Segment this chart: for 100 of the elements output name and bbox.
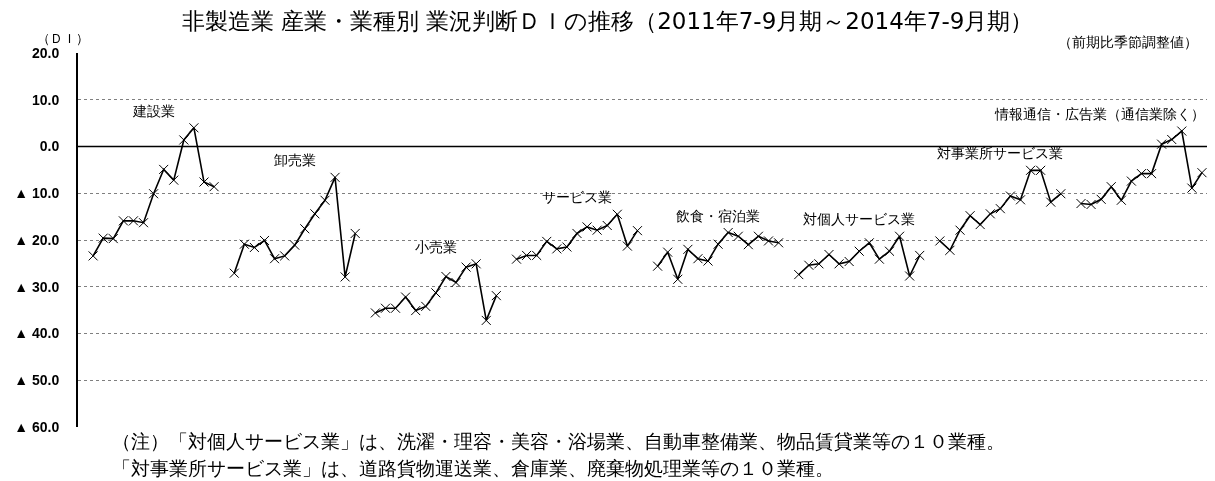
y-tick-label: 10.0 — [31, 91, 60, 108]
y-tick-label: ▲ 10.0 — [14, 185, 60, 202]
chart-subtitle: （前期比季節調整値） — [1058, 34, 1198, 50]
point — [541, 236, 552, 247]
point — [451, 277, 462, 288]
point — [400, 292, 411, 303]
point — [612, 209, 623, 220]
point — [985, 208, 996, 219]
point — [723, 227, 734, 238]
point — [1055, 188, 1066, 199]
chart-title: 非製造業 産業・業種別 業況判断ＤＩの推移（2011年7-9月期～2014年7-9月期） — [181, 8, 1034, 35]
y-tick-label: ▲ 60.0 — [14, 418, 60, 435]
point — [713, 239, 724, 250]
point — [602, 220, 613, 231]
point — [854, 246, 865, 257]
point — [874, 254, 885, 265]
series-label: 対事業所サービス業 — [937, 145, 1063, 161]
point — [440, 271, 451, 282]
point — [622, 241, 633, 252]
point — [944, 245, 955, 256]
point — [158, 164, 169, 175]
y-tick-label: 0.0 — [39, 138, 60, 155]
point — [894, 231, 905, 242]
point — [1166, 134, 1177, 145]
point — [1126, 176, 1137, 187]
point — [884, 246, 895, 257]
point — [582, 221, 593, 232]
point — [168, 175, 179, 186]
point — [1096, 194, 1107, 205]
y-tick-label: 20.0 — [31, 44, 60, 61]
point — [995, 203, 1006, 214]
point — [592, 225, 603, 236]
point — [309, 208, 320, 219]
point — [350, 228, 361, 239]
point — [249, 242, 260, 253]
text: （注）「対個人サービス業」は、洗濯・理容・美容・浴場業、自動車整備業、物品賃貸業等の１０業種。 — [112, 430, 1005, 452]
point — [864, 237, 875, 248]
series-label: 対個人サービス業 — [803, 211, 915, 227]
point — [965, 210, 976, 221]
point — [571, 228, 582, 239]
point — [1156, 139, 1167, 150]
point — [269, 253, 280, 264]
point — [682, 244, 693, 255]
point — [632, 225, 643, 236]
point — [188, 122, 199, 133]
series-label: 小売業 — [415, 239, 457, 255]
point — [239, 239, 250, 250]
point — [259, 235, 270, 246]
point — [178, 134, 189, 145]
point — [1015, 194, 1026, 205]
point — [652, 261, 663, 272]
point — [511, 254, 522, 265]
y-axis-title: （ＤＩ） — [37, 31, 89, 46]
text: 「対事業所サービス業」は、道路貨物運送業、倉庫業、廃棄物処理業等の１０業種。 — [112, 457, 834, 479]
point — [420, 301, 431, 312]
point — [672, 274, 683, 285]
point — [975, 219, 986, 230]
point — [461, 262, 472, 273]
point — [340, 271, 351, 282]
point — [289, 240, 300, 251]
series-label: 情報通信・広告業（通信業除く） — [994, 106, 1205, 122]
point — [904, 271, 915, 281]
point — [1176, 126, 1187, 137]
point — [410, 305, 421, 316]
point — [319, 195, 330, 206]
point — [148, 188, 159, 199]
series-label: 卸売業 — [274, 152, 316, 168]
point — [430, 287, 441, 298]
point — [370, 307, 381, 318]
point — [229, 268, 240, 279]
point — [209, 181, 220, 192]
point — [1186, 183, 1197, 194]
point — [955, 225, 966, 236]
point — [481, 315, 492, 326]
y-tick-label: ▲ 30.0 — [14, 278, 60, 295]
point — [330, 172, 341, 183]
point — [934, 235, 945, 246]
y-tick-label: ▲ 50.0 — [14, 372, 60, 389]
y-tick-label: ▲ 40.0 — [14, 325, 60, 342]
point — [279, 250, 290, 261]
point — [662, 247, 673, 258]
point — [914, 250, 925, 261]
point — [1106, 181, 1117, 192]
point — [299, 223, 310, 234]
point — [1045, 197, 1056, 208]
point — [471, 258, 482, 269]
point — [88, 250, 99, 261]
point — [733, 231, 744, 242]
point — [743, 239, 754, 250]
series-label: 飲食・宿泊業 — [676, 208, 760, 224]
point — [793, 269, 804, 280]
point — [491, 290, 502, 301]
point — [823, 249, 834, 260]
point — [1005, 191, 1016, 202]
point — [1196, 167, 1207, 178]
y-tick-label: ▲ 20.0 — [14, 231, 60, 248]
series-label: サービス業 — [542, 189, 612, 205]
series-label: 建設業 — [132, 103, 175, 119]
point — [1116, 195, 1127, 206]
point — [753, 231, 764, 242]
